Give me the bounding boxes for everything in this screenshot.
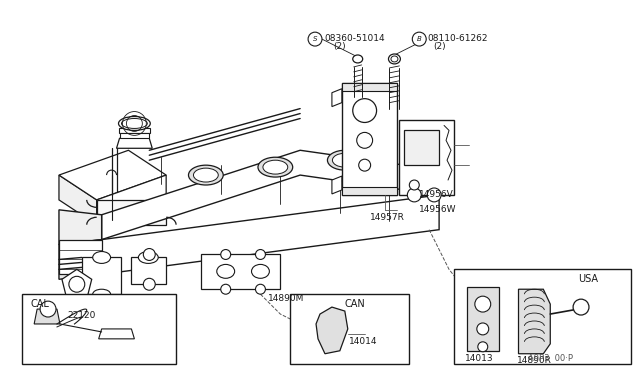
Text: B: B [417, 36, 422, 42]
Text: 08110-61262: 08110-61262 [427, 34, 488, 43]
Polygon shape [518, 289, 550, 354]
Circle shape [143, 248, 156, 260]
Text: 14013: 14013 [465, 354, 493, 363]
Polygon shape [97, 200, 166, 225]
Polygon shape [120, 134, 149, 138]
Text: (2): (2) [433, 42, 446, 51]
Circle shape [407, 188, 421, 202]
Ellipse shape [388, 54, 401, 64]
Ellipse shape [263, 160, 288, 174]
Bar [290, 294, 410, 364]
Polygon shape [118, 128, 150, 134]
Ellipse shape [391, 56, 398, 62]
Ellipse shape [138, 251, 158, 263]
Ellipse shape [328, 150, 362, 170]
Text: 08360-51014: 08360-51014 [324, 34, 385, 43]
Text: S: S [313, 36, 317, 42]
Polygon shape [201, 254, 280, 289]
Text: 14014: 14014 [349, 337, 378, 346]
Text: A9P3  00·P: A9P3 00·P [529, 354, 573, 363]
Polygon shape [342, 83, 397, 195]
Polygon shape [59, 175, 97, 225]
Circle shape [475, 296, 491, 312]
Circle shape [477, 323, 489, 335]
Circle shape [410, 180, 419, 190]
Ellipse shape [252, 264, 269, 278]
Polygon shape [102, 150, 439, 240]
Polygon shape [82, 257, 122, 294]
Ellipse shape [122, 119, 147, 128]
Circle shape [69, 276, 84, 292]
Circle shape [143, 278, 156, 290]
Bar [22, 294, 176, 364]
Polygon shape [332, 176, 342, 194]
Circle shape [573, 299, 589, 315]
Circle shape [427, 188, 441, 202]
Circle shape [356, 132, 372, 148]
Bar [454, 269, 630, 364]
Polygon shape [62, 269, 92, 299]
Ellipse shape [189, 165, 223, 185]
Polygon shape [116, 138, 152, 148]
Polygon shape [467, 287, 499, 351]
Text: 14956W: 14956W [419, 205, 457, 214]
Polygon shape [399, 121, 454, 195]
Polygon shape [97, 175, 166, 225]
Polygon shape [34, 309, 60, 324]
Circle shape [412, 32, 426, 46]
Polygon shape [342, 187, 397, 195]
Polygon shape [59, 240, 102, 274]
Polygon shape [404, 131, 439, 165]
Polygon shape [342, 83, 397, 91]
Text: 14956V: 14956V [419, 190, 454, 199]
Polygon shape [99, 329, 134, 339]
Ellipse shape [353, 55, 363, 63]
Ellipse shape [258, 157, 292, 177]
Circle shape [221, 284, 230, 294]
Text: 14890R: 14890R [516, 356, 552, 365]
Ellipse shape [93, 289, 111, 299]
Text: 22120: 22120 [67, 311, 95, 320]
Ellipse shape [93, 251, 111, 263]
Polygon shape [131, 257, 166, 284]
Ellipse shape [217, 264, 235, 278]
Polygon shape [59, 210, 102, 244]
Text: (2): (2) [333, 42, 346, 51]
Text: 14890M: 14890M [268, 294, 305, 303]
Circle shape [478, 342, 488, 352]
Polygon shape [102, 195, 439, 274]
Ellipse shape [332, 153, 357, 167]
Circle shape [221, 250, 230, 259]
Circle shape [353, 99, 376, 122]
Circle shape [255, 284, 266, 294]
Polygon shape [59, 150, 166, 200]
Circle shape [255, 250, 266, 259]
Text: CAN: CAN [344, 299, 365, 309]
Circle shape [358, 159, 371, 171]
Text: 14957R: 14957R [370, 213, 404, 222]
Circle shape [40, 301, 56, 317]
Polygon shape [316, 307, 348, 354]
Text: USA: USA [578, 274, 598, 284]
Circle shape [308, 32, 322, 46]
Text: CAL: CAL [30, 299, 49, 309]
Polygon shape [59, 240, 102, 279]
Ellipse shape [118, 116, 150, 131]
Polygon shape [332, 89, 342, 107]
Ellipse shape [193, 168, 218, 182]
